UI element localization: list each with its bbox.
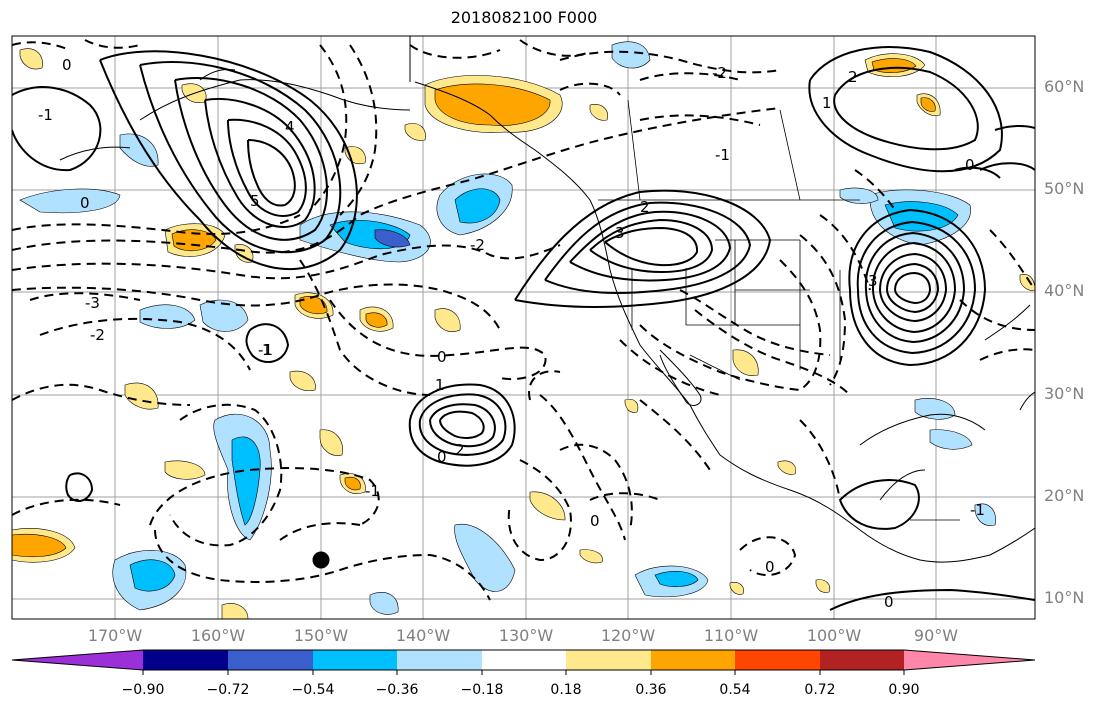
contour-label: -1: [38, 106, 53, 124]
contour-label: 3: [868, 272, 878, 290]
colorbar-tick-label: −0.54: [291, 682, 335, 698]
coastlines: [59, 36, 1035, 563]
contour-label: -1: [258, 341, 273, 359]
colorbar-tick-label: 0.54: [719, 682, 751, 698]
lat-label-60n: 60°N: [1044, 77, 1085, 96]
contour-label: 2: [848, 68, 858, 86]
colorbar-extend-right: [904, 650, 1035, 670]
contour-label: 1: [822, 94, 832, 112]
colorbar-segment: [482, 650, 566, 670]
colorbar-segment: [735, 650, 820, 670]
lon-label-170w: 170°W: [87, 626, 143, 645]
contour-label: 1: [262, 341, 272, 359]
colorbar-segment: [143, 650, 228, 670]
colorbar-segment: [228, 650, 313, 670]
colorbar-tick-label: 0.90: [888, 682, 920, 698]
contour-label: 0: [765, 558, 775, 576]
contour-label: -1: [715, 146, 730, 164]
colorbar-segment: [820, 650, 904, 670]
lon-label-110w: 110°W: [703, 626, 759, 645]
colorbar-segment: [566, 650, 651, 670]
colorbar-tick-label: −0.36: [375, 682, 419, 698]
contour-label: 0: [62, 56, 72, 74]
contour-label: -2: [470, 236, 485, 254]
contour-label: -1: [970, 501, 985, 519]
lon-label-90w: 90°W: [913, 626, 959, 645]
colorbar-tick-label: −0.18: [460, 682, 504, 698]
contour-label: -3: [85, 294, 100, 312]
contour-label: 4: [285, 118, 295, 136]
station-marker: [312, 551, 330, 569]
contour-label: 2: [640, 198, 650, 216]
colorbar-tick-label: 0.36: [635, 682, 667, 698]
lon-label-120w: 120°W: [600, 626, 656, 645]
colorbar-tick-label: 0.72: [804, 682, 836, 698]
contour-label: 0: [80, 194, 90, 212]
contour-labels: 0 0 -1 -1 -2 -2 -3 2 3 3 2 1 1 0 0 -2 -1…: [38, 56, 985, 611]
contour-label: 2: [455, 441, 465, 459]
colorbar-tick-label: −0.90: [121, 682, 165, 698]
lat-label-30n: 30°N: [1044, 384, 1085, 403]
colorbar-segment: [651, 650, 735, 670]
colorbar-segment: [313, 650, 397, 670]
colorbar-segment: [397, 650, 482, 670]
lat-label-50n: 50°N: [1044, 179, 1085, 198]
lon-label-150w: 150°W: [293, 626, 349, 645]
colorbar-extend-left: [12, 650, 143, 670]
colorbar-tick-label: 0.18: [550, 682, 582, 698]
lon-label-140w: 140°W: [395, 626, 451, 645]
lat-label-10n: 10°N: [1044, 588, 1085, 607]
contour-label: -2: [712, 64, 727, 82]
negative-anomaly-fills: [19, 41, 996, 615]
negative-contours: [12, 39, 1035, 601]
political-boundaries: [598, 99, 960, 521]
lat-label-20n: 20°N: [1044, 486, 1085, 505]
contour-label: 0: [965, 156, 975, 174]
colorbar: [11, 649, 1036, 675]
contour-label: 0: [884, 593, 894, 611]
contour-label: -1: [365, 482, 380, 500]
contour-label: 0: [590, 512, 600, 530]
contour-label: 3: [615, 224, 625, 242]
contour-label: 1: [435, 376, 445, 394]
colorbar-tick-label: −0.72: [206, 682, 250, 698]
lon-label-160w: 160°W: [190, 626, 246, 645]
map-title: 2018082100 F000: [450, 8, 598, 27]
contour-label: 0: [437, 348, 447, 366]
lon-label-100w: 100°W: [806, 626, 862, 645]
contour-label: 5: [250, 192, 260, 210]
lon-label-130w: 130°W: [498, 626, 554, 645]
lat-label-40n: 40°N: [1044, 281, 1085, 300]
contour-label: -2: [90, 326, 105, 344]
contour-label: 0: [437, 448, 447, 466]
